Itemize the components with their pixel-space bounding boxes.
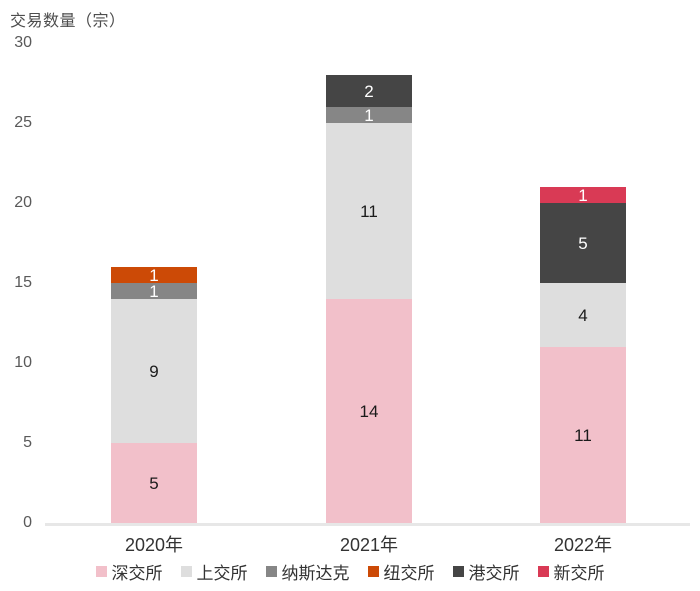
legend-label: 纳斯达克	[281, 563, 350, 583]
bar-segment-港交所: 2	[326, 75, 412, 107]
legend-label: 港交所	[468, 563, 520, 583]
y-axis-tick-label: 10	[14, 354, 32, 371]
legend: 深交所 上交所 纳斯达克 纽交所 港交所 新交所	[0, 559, 700, 583]
y-axis-tick-label: 20	[14, 194, 32, 211]
bar-segment-上交所: 9	[111, 299, 197, 443]
legend-label: 纽交所	[383, 563, 435, 583]
bar-segment-纳斯达克: 1	[111, 283, 197, 300]
plot-area: 0 5 10 15 20 25 30 5 9 1 1 2020年 14 11 1 2 2021年 11 4 5 1 202…	[14, 34, 690, 555]
bar-segment-港交所: 5	[540, 203, 626, 283]
y-axis-tick-label: 0	[23, 514, 32, 531]
x-axis-category-label: 2020年	[124, 535, 184, 555]
legend-marker-纳斯达克	[265, 565, 277, 577]
bar-segment-深交所: 5	[111, 443, 197, 523]
y-axis-tick-label: 15	[14, 274, 32, 291]
bar-segment-上交所: 11	[326, 123, 412, 299]
legend-marker-港交所	[452, 565, 464, 577]
x-axis-line	[45, 523, 690, 526]
x-axis-category-label: 2021年	[339, 535, 399, 555]
legend-marker-纽交所	[367, 565, 379, 577]
legend-item-新交所: 新交所	[537, 559, 605, 584]
y-axis-tick-label: 5	[23, 434, 32, 451]
bar-segment-纳斯达克: 1	[326, 107, 412, 124]
y-axis-tick-label: 30	[14, 34, 32, 51]
bar-segment-纽交所: 1	[111, 267, 197, 284]
legend-item-上交所: 上交所	[180, 559, 248, 584]
legend-item-纳斯达克: 纳斯达克	[265, 559, 350, 584]
legend-marker-深交所	[95, 565, 107, 577]
legend-label: 新交所	[553, 563, 605, 583]
legend-label: 上交所	[196, 563, 248, 583]
y-axis-tick-label: 25	[14, 114, 32, 131]
bar-segment-上交所: 4	[540, 283, 626, 347]
bar-segment-新交所: 1	[540, 187, 626, 204]
bar-segment-深交所: 14	[326, 299, 412, 523]
chart-title: 交易数量（宗）	[10, 13, 126, 30]
legend-item-港交所: 港交所	[452, 559, 520, 584]
legend-marker-上交所	[180, 565, 192, 577]
legend-label: 深交所	[111, 563, 163, 583]
legend-marker-新交所	[537, 565, 549, 577]
legend-item-深交所: 深交所	[95, 559, 163, 584]
x-axis-category-label: 2022年	[553, 535, 613, 555]
bar-segment-深交所: 11	[540, 347, 626, 523]
legend-item-纽交所: 纽交所	[367, 559, 435, 584]
